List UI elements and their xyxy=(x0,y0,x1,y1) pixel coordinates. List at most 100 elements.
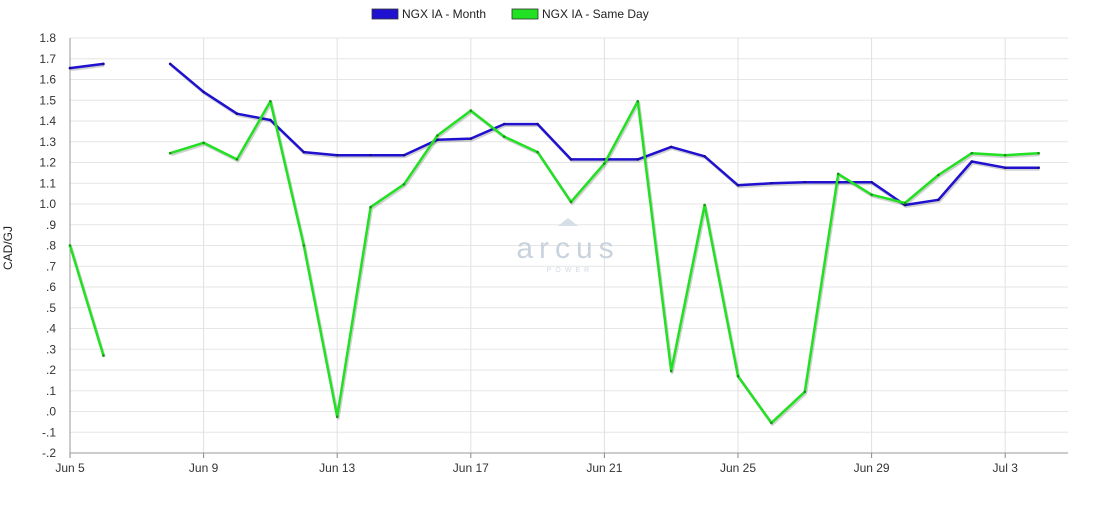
series-line xyxy=(68,244,105,357)
data-point[interactable] xyxy=(803,180,807,184)
data-point[interactable] xyxy=(1003,166,1007,169)
data-point[interactable] xyxy=(102,354,105,357)
x-tick-label: Jun 17 xyxy=(453,461,489,475)
data-point[interactable] xyxy=(636,100,640,103)
data-point[interactable] xyxy=(970,151,974,155)
series-month xyxy=(68,62,1040,208)
data-point[interactable] xyxy=(569,158,573,161)
data-point[interactable] xyxy=(736,184,740,187)
data-point[interactable] xyxy=(469,109,473,112)
data-point[interactable] xyxy=(836,172,840,176)
x-tick-label: Jun 9 xyxy=(189,461,219,475)
series-line-shadow xyxy=(70,63,105,72)
watermark-brand: arcus xyxy=(516,232,619,265)
data-point[interactable] xyxy=(803,390,807,394)
data-point[interactable] xyxy=(102,62,105,66)
data-point[interactable] xyxy=(68,66,72,70)
data-point[interactable] xyxy=(335,415,339,419)
y-tick-label: .3 xyxy=(46,342,56,356)
watermark-subtitle: POWER xyxy=(547,267,593,274)
data-point[interactable] xyxy=(235,158,239,161)
legend-label: NGX IA - Same Day xyxy=(542,7,649,21)
data-point[interactable] xyxy=(736,374,740,378)
y-tick-label: 1.3 xyxy=(39,135,56,149)
data-point[interactable] xyxy=(970,160,974,163)
data-point[interactable] xyxy=(770,421,773,425)
data-point[interactable] xyxy=(703,155,706,158)
data-point[interactable] xyxy=(436,138,439,141)
series-line xyxy=(68,62,105,70)
data-point[interactable] xyxy=(669,369,673,373)
watermark: arcus POWER xyxy=(516,218,619,274)
y-axis-title: CAD/GJ xyxy=(1,226,15,270)
y-tick-label: 1.2 xyxy=(39,156,56,170)
data-point[interactable] xyxy=(436,134,439,137)
series-lines xyxy=(68,62,1040,426)
data-point[interactable] xyxy=(302,244,306,247)
x-tick-label: Jun 13 xyxy=(319,461,355,475)
data-point[interactable] xyxy=(937,198,940,202)
legend-swatch xyxy=(511,8,539,20)
y-tick-label: 1.0 xyxy=(39,197,56,211)
data-point[interactable] xyxy=(168,62,172,66)
data-point[interactable] xyxy=(269,100,272,103)
data-point[interactable] xyxy=(1003,153,1007,157)
data-point[interactable] xyxy=(269,118,272,122)
y-tick-label: .6 xyxy=(46,280,56,294)
data-point[interactable] xyxy=(536,150,539,154)
data-point[interactable] xyxy=(168,151,172,155)
y-tick-label: .8 xyxy=(46,239,56,253)
data-point[interactable] xyxy=(703,203,706,207)
data-point[interactable] xyxy=(569,200,573,204)
y-tick-label: -.2 xyxy=(42,446,56,460)
data-point[interactable] xyxy=(770,182,773,185)
y-tick-label: .7 xyxy=(46,259,56,273)
data-point[interactable] xyxy=(636,158,640,161)
data-point[interactable] xyxy=(202,90,205,94)
data-point[interactable] xyxy=(235,112,239,115)
y-tick-label: 1.5 xyxy=(39,93,56,107)
legend: NGX IA - Month NGX IA - Same Day xyxy=(371,7,649,21)
y-tick-label: .5 xyxy=(46,301,56,315)
data-point[interactable] xyxy=(1037,166,1040,169)
data-point[interactable] xyxy=(870,193,873,196)
series-line-shadow xyxy=(170,64,1040,208)
y-tick-label: .0 xyxy=(46,405,56,419)
data-point[interactable] xyxy=(68,244,72,247)
legend-swatch xyxy=(371,8,399,20)
y-tick-label: 1.1 xyxy=(39,176,56,190)
y-tick-label: 1.7 xyxy=(39,52,56,66)
data-point[interactable] xyxy=(369,205,372,209)
y-tick-label: -.1 xyxy=(42,425,56,439)
data-point[interactable] xyxy=(502,135,506,138)
y-tick-label: .1 xyxy=(46,384,56,398)
data-point[interactable] xyxy=(369,153,372,157)
x-tick-label: Jun 21 xyxy=(586,461,622,475)
data-point[interactable] xyxy=(870,180,873,184)
data-point[interactable] xyxy=(469,137,473,140)
watermark-arrow-icon xyxy=(558,218,578,226)
y-tick-label: .4 xyxy=(46,322,56,336)
data-point[interactable] xyxy=(669,145,673,149)
x-tick-label: Jun 25 xyxy=(720,461,756,475)
x-tick-label: Jun 5 xyxy=(55,461,85,475)
data-point[interactable] xyxy=(502,122,506,126)
data-point[interactable] xyxy=(903,201,907,205)
data-point[interactable] xyxy=(536,122,539,126)
data-point[interactable] xyxy=(903,203,907,207)
y-tick-label: 1.8 xyxy=(39,31,56,45)
data-point[interactable] xyxy=(302,150,306,154)
y-tick-label: 1.4 xyxy=(39,114,56,128)
data-point[interactable] xyxy=(603,162,606,165)
data-point[interactable] xyxy=(202,141,205,145)
data-point[interactable] xyxy=(402,183,406,186)
data-point[interactable] xyxy=(402,153,406,157)
data-point[interactable] xyxy=(1037,151,1040,155)
series-same-day xyxy=(68,100,1040,426)
legend-label: NGX IA - Month xyxy=(402,7,486,21)
x-tick-label: Jun 29 xyxy=(854,461,890,475)
data-point[interactable] xyxy=(937,173,940,177)
data-point[interactable] xyxy=(335,153,339,157)
